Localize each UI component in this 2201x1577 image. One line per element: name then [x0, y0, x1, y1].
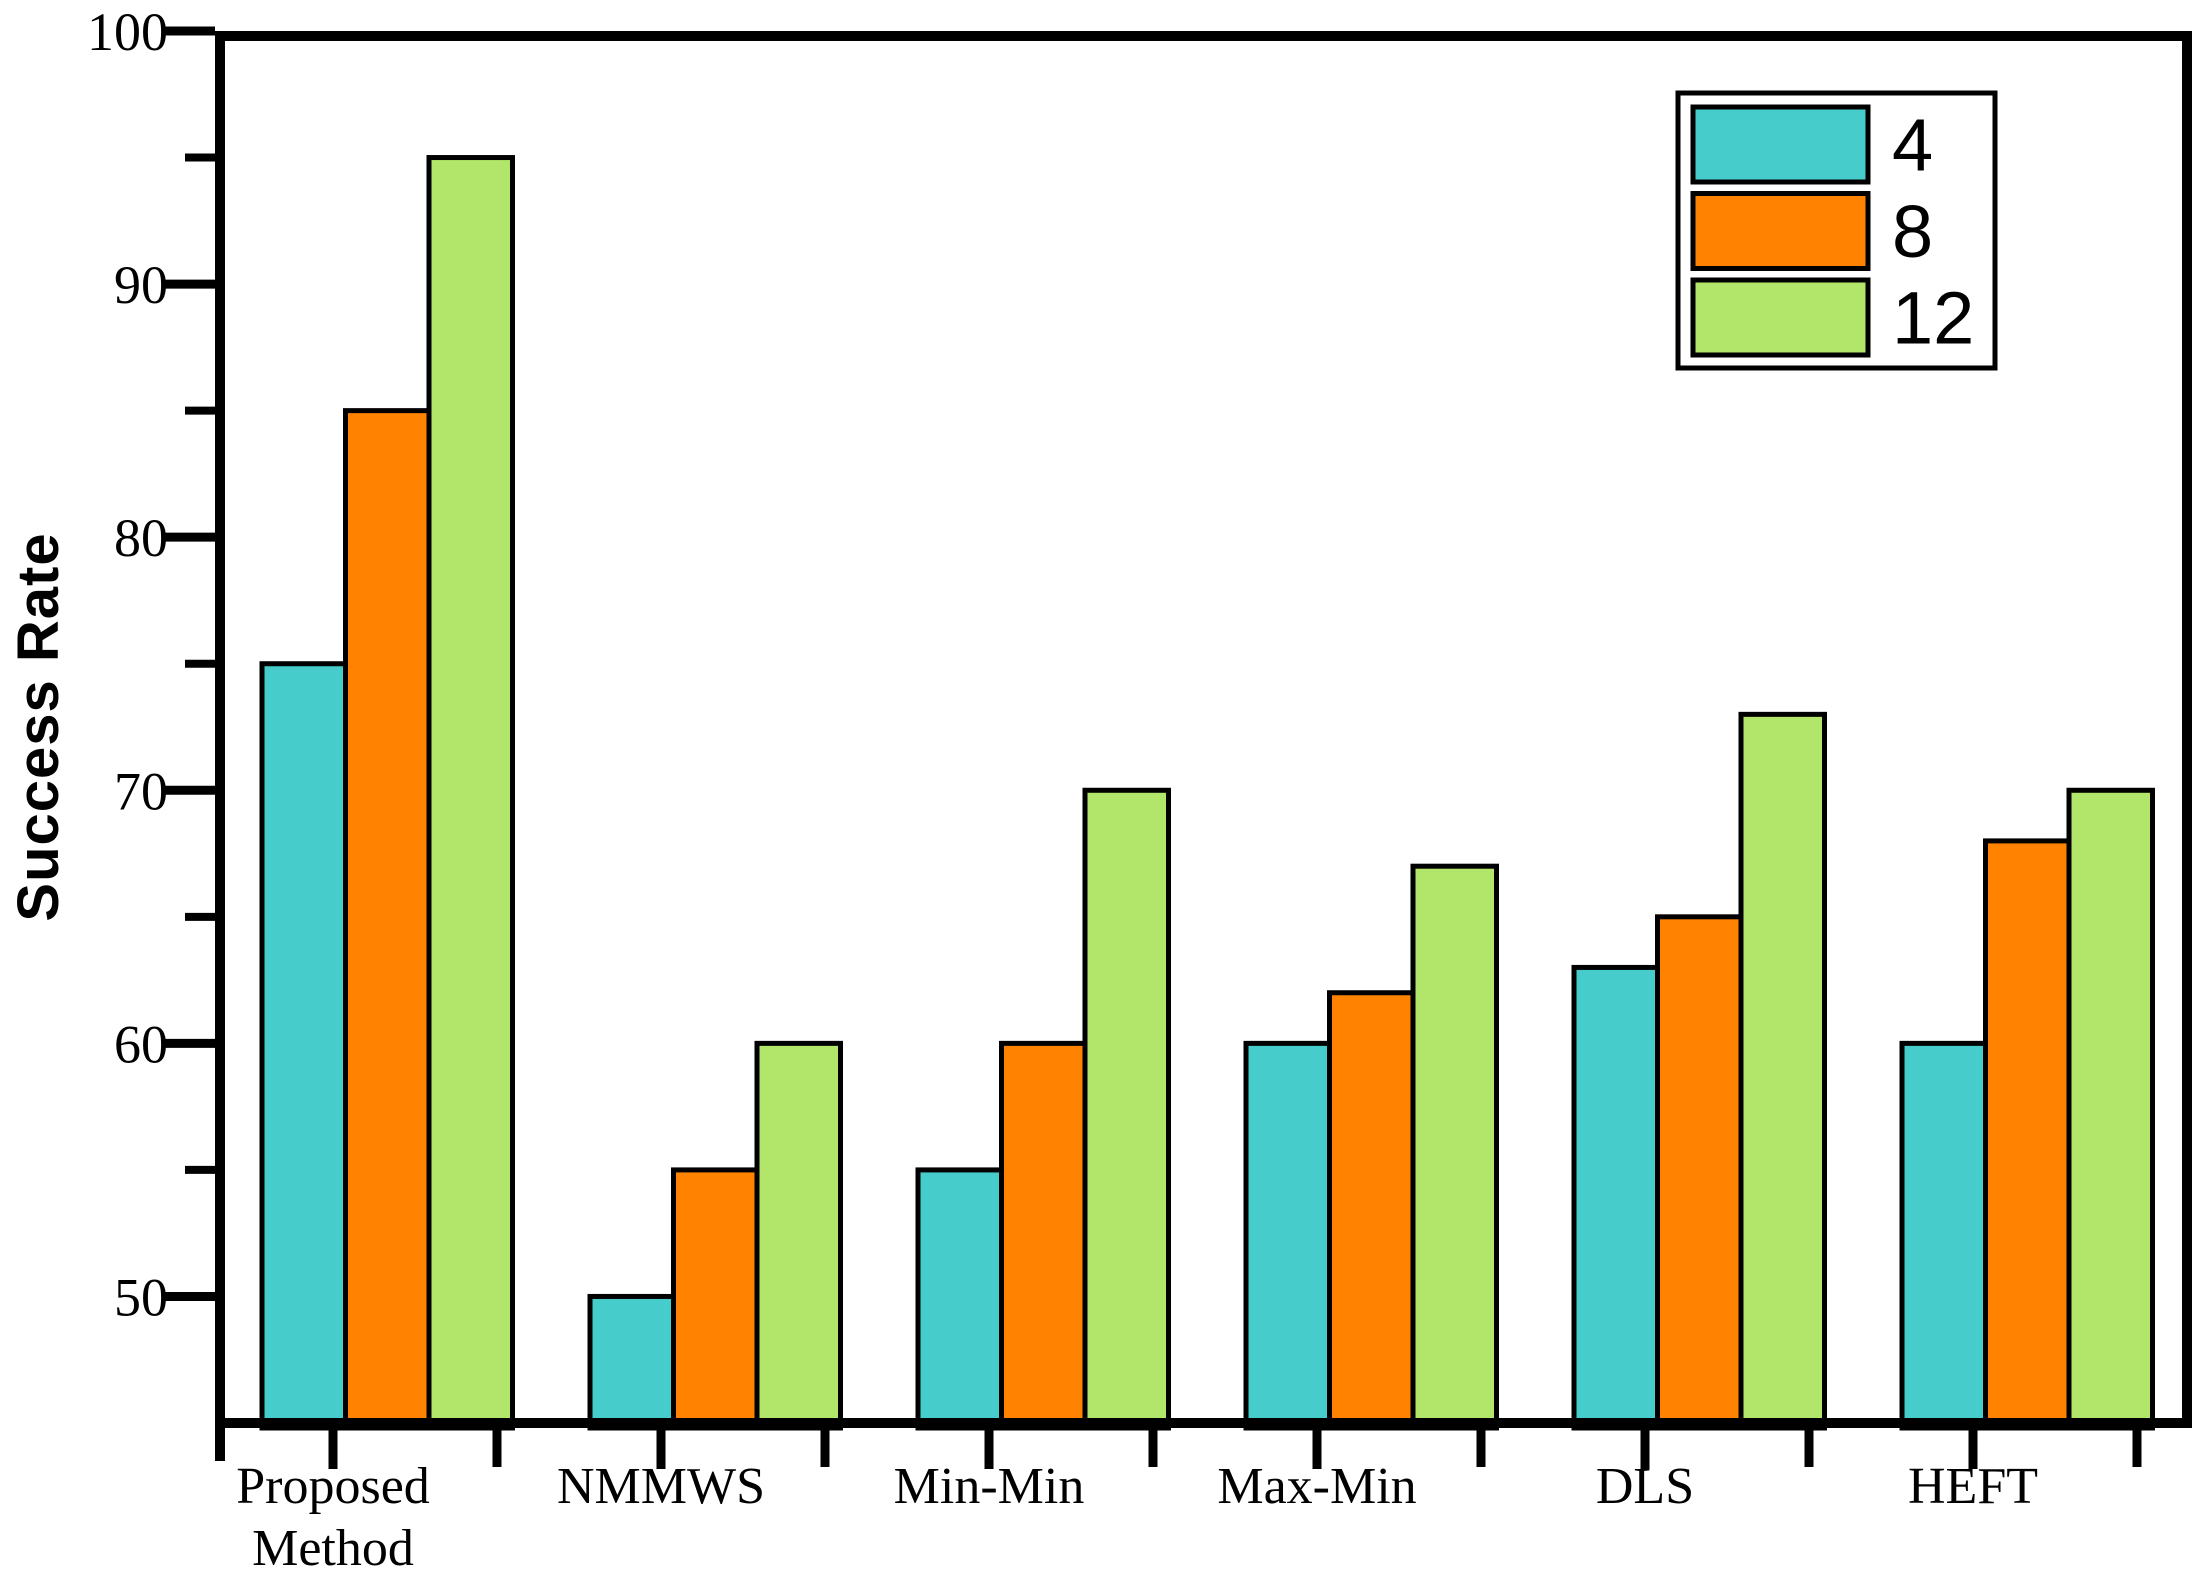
y-axis-title: Success Rate: [6, 532, 71, 921]
y-tick-label: 50: [114, 1267, 168, 1327]
bar-proposed-method-8: [343, 408, 432, 1431]
bar-dls-8: [1655, 914, 1744, 1431]
y-tick-label: 100: [87, 2, 168, 62]
bar-nmmws-8: [671, 1167, 760, 1431]
bar-heft-8: [1983, 838, 2072, 1431]
bar-max-min-4: [1243, 1040, 1332, 1431]
bar-nmmws-4: [587, 1293, 676, 1431]
axes-layer: [163, 26, 2192, 1469]
x-category-label-nmmws: NMMWS: [557, 1458, 765, 1515]
x-category-label-heft: HEFT: [1908, 1458, 2038, 1515]
bar-heft-4: [1899, 1040, 1988, 1431]
bar-nmmws-12: [754, 1040, 843, 1431]
bar-heft-12: [2066, 787, 2155, 1431]
bars-layer: [259, 155, 2155, 1431]
bar-min-min-8: [999, 1040, 1088, 1431]
bar-max-min-12: [1410, 863, 1499, 1431]
bar-min-min-12: [1082, 787, 1171, 1431]
y-tick-label: 80: [114, 508, 168, 568]
legend-label-4: 4: [1892, 104, 1933, 187]
legend-swatch-12: [1690, 277, 1871, 358]
labels-layer: 50 60 70 80 90 100 Proposed Method NMMWS Min-Min M…: [87, 2, 2038, 1577]
y-tick-label: 70: [114, 761, 168, 821]
bar-proposed-method-12: [426, 155, 515, 1431]
legend-swatch-8: [1690, 191, 1871, 271]
bar-max-min-8: [1327, 990, 1416, 1431]
legend-label-12: 12: [1892, 277, 1974, 360]
x-category-label-proposed-method: Proposed Method: [236, 1458, 430, 1577]
bar-proposed-method-4: [259, 661, 348, 1431]
x-category-label-min-min: Min-Min: [894, 1458, 1085, 1515]
legend-swatch-4: [1690, 104, 1871, 185]
x-category-label-dls: DLS: [1596, 1458, 1694, 1515]
bar-min-min-4: [915, 1167, 1004, 1431]
plot-frame: [215, 31, 2192, 1428]
x-category-label-max-min: Max-Min: [1217, 1458, 1416, 1515]
bar-dls-12: [1738, 711, 1827, 1431]
legend-label-8: 8: [1892, 190, 1933, 273]
y-tick-label: 60: [114, 1014, 168, 1074]
bar-dls-4: [1571, 964, 1660, 1431]
y-tick-label: 90: [114, 255, 168, 315]
